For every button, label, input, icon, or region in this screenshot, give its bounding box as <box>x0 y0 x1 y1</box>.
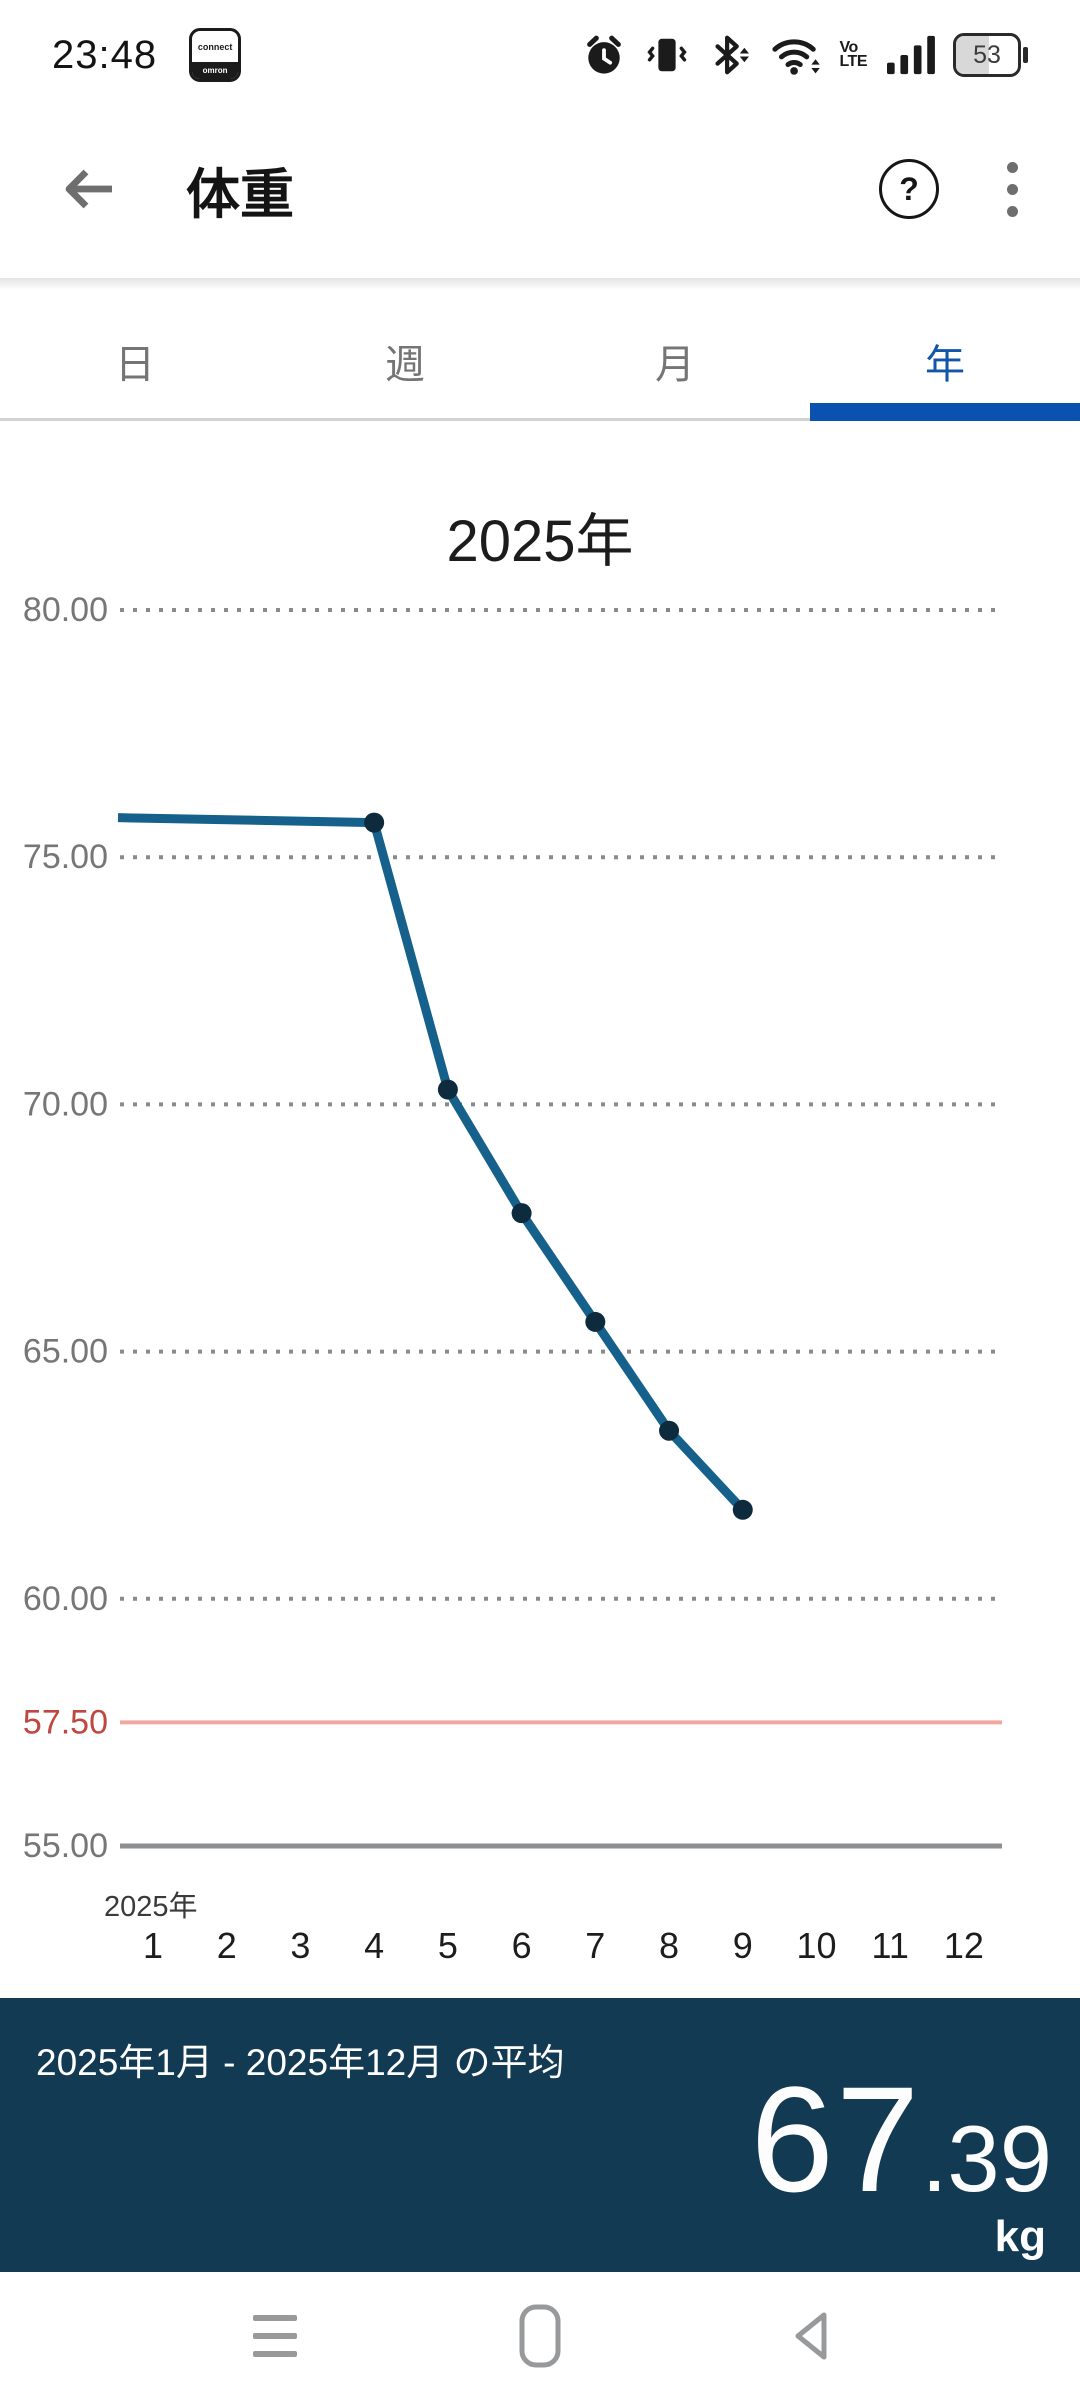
help-glyph: ? <box>899 170 919 207</box>
page-title: 体重 <box>186 164 294 225</box>
average-summary-panel: 2025年1月 - 2025年12月 の平均 67 .39 kg <box>0 1998 1080 2272</box>
battery-icon: 53 <box>953 33 1021 77</box>
nav-back-icon <box>795 2312 827 2360</box>
tab-month[interactable]: 月 <box>655 342 695 387</box>
nav-back-button[interactable] <box>752 2272 872 2400</box>
status-bar: 23:48 connect omron <box>0 0 1080 100</box>
tab-day[interactable]: 日 <box>115 342 155 387</box>
x-tick-label: 12 <box>944 1925 984 1966</box>
y-tick-label: 70.00 <box>23 1085 108 1123</box>
summary-value-dec: .39 <box>921 2106 1052 2211</box>
x-tick-label: 4 <box>364 1925 384 1966</box>
data-point[interactable] <box>437 1079 458 1100</box>
back-arrow-icon <box>65 169 112 209</box>
status-icons: Vo LTE 53 <box>581 32 1028 78</box>
tab-year[interactable]: 年 <box>925 342 965 387</box>
battery-percent: 53 <box>973 40 1001 69</box>
home-icon <box>519 2304 561 2368</box>
volte-icon: Vo LTE <box>839 39 867 70</box>
app-badge-top-label: connect <box>197 41 233 52</box>
y-tick-label: 60.00 <box>23 1580 108 1618</box>
system-nav-bar <box>0 2272 1080 2400</box>
wifi-icon <box>772 39 821 75</box>
data-point[interactable] <box>732 1499 753 1520</box>
recents-button[interactable] <box>215 2272 335 2400</box>
x-tick-label: 1 <box>143 1925 163 1966</box>
tab-week[interactable]: 週 <box>385 342 425 387</box>
summary-range-label: 2025年1月 - 2025年12月 の平均 <box>36 2042 565 2083</box>
y-tick-label: 65.00 <box>23 1333 108 1371</box>
kebab-dot <box>1007 183 1018 195</box>
summary-value: 67 .39 <box>750 2064 1052 2214</box>
vibrate-icon <box>647 38 688 72</box>
chart-title: 2025年 <box>446 509 634 574</box>
data-point[interactable] <box>364 812 385 833</box>
x-tick-label: 11 <box>872 1925 909 1966</box>
signal-icon <box>887 35 935 75</box>
x-tick-label: 9 <box>733 1925 753 1966</box>
data-line <box>117 813 747 1513</box>
omron-connect-notification-icon: connect omron <box>189 28 242 82</box>
period-tab-bar: 日 週 月 年 <box>0 300 1080 421</box>
battery-nub <box>1023 47 1028 63</box>
y-tick-label: 80.00 <box>23 591 108 629</box>
weight-chart-svg[interactable]: 80.00 75.00 70.00 65.00 60.00 57.50 55.00 2025年… <box>0 560 1080 1990</box>
alarm-icon <box>587 35 622 74</box>
kebab-dot <box>1007 205 1018 217</box>
y-tick-label: 75.00 <box>23 838 108 876</box>
summary-value-int: 67 <box>750 2055 922 2223</box>
x-tick-label: 7 <box>585 1925 605 1966</box>
x-tick-label: 8 <box>659 1925 679 1966</box>
overflow-menu-button[interactable] <box>1001 156 1024 223</box>
x-tick-label: 2 <box>217 1925 237 1966</box>
help-button[interactable]: ? <box>879 159 939 219</box>
header-shadow <box>0 278 1080 290</box>
app-header: 体重 ? <box>0 100 1080 278</box>
battery-fill <box>956 36 989 74</box>
target-line-label: 57.50 <box>23 1703 108 1741</box>
bluetooth-icon <box>715 35 750 75</box>
data-point[interactable] <box>659 1420 680 1441</box>
x-tick-label: 6 <box>512 1925 532 1966</box>
clock-text: 23:48 <box>52 32 158 77</box>
home-button[interactable] <box>480 2272 600 2400</box>
back-button[interactable] <box>60 159 120 219</box>
x-axis-year-label: 2025年 <box>104 1890 198 1923</box>
data-point[interactable] <box>511 1203 532 1224</box>
volte-line1: Vo <box>839 39 858 57</box>
volte-line2: LTE <box>839 53 867 70</box>
x-tick-label: 10 <box>796 1925 836 1966</box>
x-tick-label: 3 <box>290 1925 310 1966</box>
axis-floor-label: 55.00 <box>23 1827 108 1865</box>
recents-icon <box>253 2315 297 2357</box>
app-badge-bottom-label: omron <box>192 62 239 79</box>
summary-unit: kg <box>994 2212 1046 2261</box>
kebab-dot <box>1007 161 1018 173</box>
x-tick-label: 5 <box>438 1925 458 1966</box>
data-point[interactable] <box>585 1311 606 1332</box>
active-tab-indicator <box>810 403 1080 421</box>
